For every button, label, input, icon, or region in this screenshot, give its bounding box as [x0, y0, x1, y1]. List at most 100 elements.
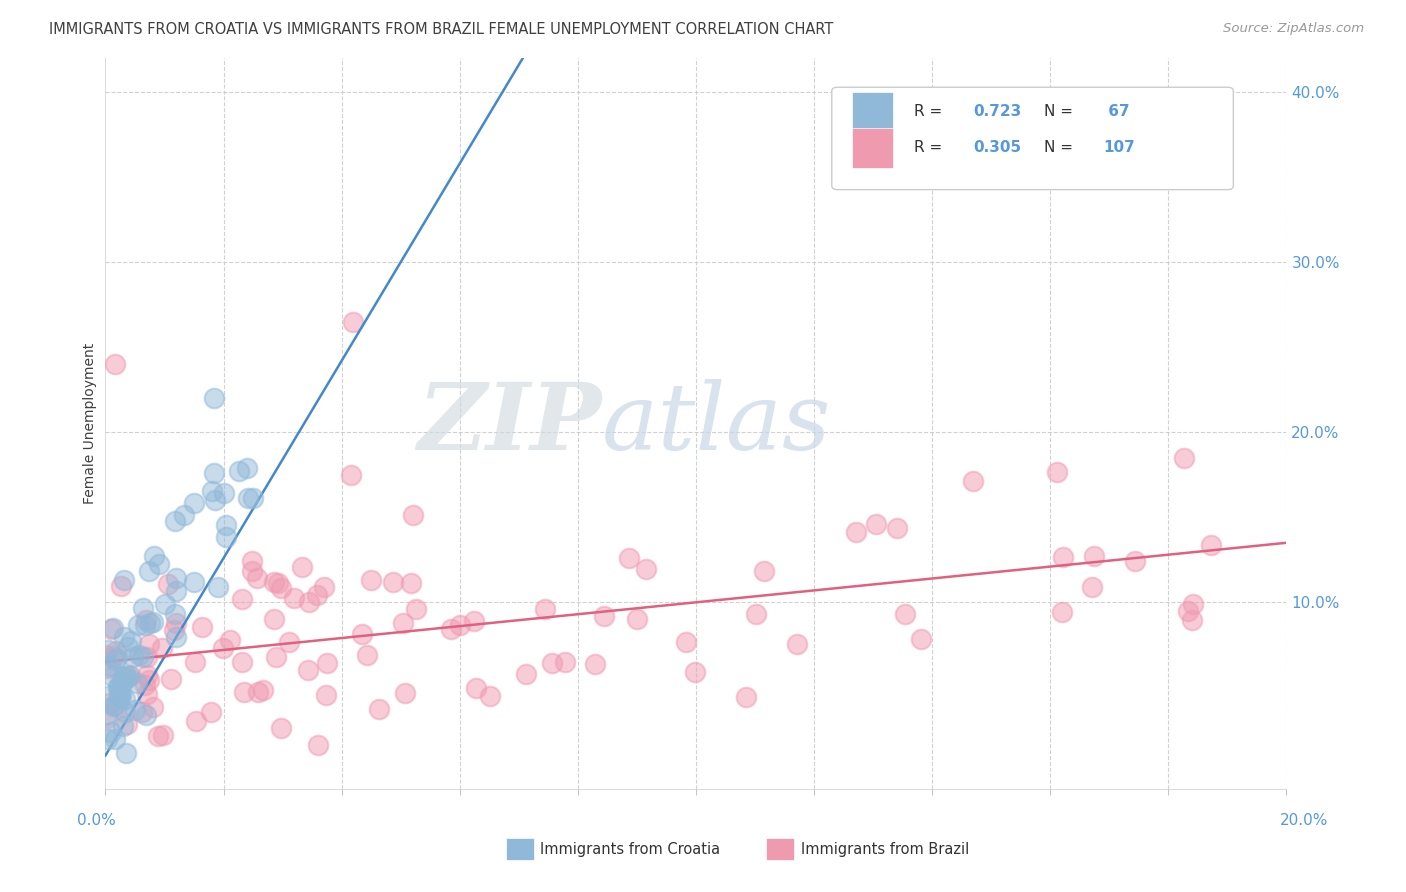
Point: [844, 524, 866, 539]
Point: [316, 656, 339, 670]
Point: [233, 685, 256, 699]
Point: [402, 508, 425, 523]
Point: [117, 716, 139, 731]
Point: [118, 668, 141, 682]
Point: [138, 564, 160, 578]
Point: [626, 612, 648, 626]
Point: [112, 719, 135, 733]
Point: [270, 581, 292, 595]
Point: [165, 607, 187, 621]
Point: [592, 608, 614, 623]
Point: [267, 576, 290, 591]
Point: [118, 669, 141, 683]
Point: [184, 714, 207, 728]
Text: Source: ZipAtlas.com: Source: ZipAtlas.com: [1223, 22, 1364, 36]
Point: [440, 623, 463, 637]
Point: [98, 659, 121, 673]
Point: [124, 703, 146, 717]
Point: [132, 601, 155, 615]
Point: [136, 668, 159, 682]
Point: [201, 484, 224, 499]
Point: [104, 653, 127, 667]
Point: [96, 708, 118, 723]
Point: [252, 682, 274, 697]
Point: [152, 728, 174, 742]
Point: [1081, 581, 1104, 595]
Point: [1181, 597, 1204, 611]
Text: 107: 107: [1104, 140, 1135, 155]
Point: [98, 696, 121, 710]
Point: [108, 678, 131, 692]
Point: [263, 612, 285, 626]
FancyBboxPatch shape: [852, 128, 893, 169]
Point: [108, 684, 131, 698]
Text: R =: R =: [914, 140, 948, 155]
FancyBboxPatch shape: [832, 87, 1233, 190]
Point: [101, 669, 124, 683]
Point: [910, 632, 932, 646]
Text: 0.305: 0.305: [973, 140, 1022, 155]
Point: [183, 575, 205, 590]
Point: [231, 655, 253, 669]
Point: [247, 685, 270, 699]
Point: [238, 491, 260, 505]
Point: [105, 651, 128, 665]
Point: [734, 690, 756, 705]
Point: [515, 666, 537, 681]
Point: [135, 649, 157, 664]
Point: [146, 730, 169, 744]
Point: [104, 357, 127, 371]
Text: Immigrants from Brazil: Immigrants from Brazil: [801, 842, 970, 856]
Point: [104, 698, 127, 713]
Point: [464, 681, 486, 695]
Point: [228, 465, 250, 479]
Point: [94, 648, 117, 663]
Point: [675, 634, 697, 648]
Point: [110, 579, 132, 593]
Point: [120, 634, 142, 648]
Text: atlas: atlas: [602, 379, 831, 468]
Point: [160, 672, 183, 686]
Point: [263, 574, 285, 589]
Text: Immigrants from Croatia: Immigrants from Croatia: [540, 842, 720, 856]
Point: [96, 711, 118, 725]
Point: [367, 702, 389, 716]
Point: [1173, 450, 1195, 465]
Point: [100, 622, 122, 636]
Point: [215, 530, 238, 544]
Text: 0.0%: 0.0%: [77, 814, 117, 828]
Point: [114, 705, 136, 719]
Point: [212, 486, 235, 500]
Point: [142, 700, 165, 714]
Point: [534, 602, 557, 616]
Point: [150, 641, 173, 656]
Point: [1201, 538, 1223, 552]
Point: [104, 732, 127, 747]
Point: [463, 614, 485, 628]
Point: [202, 391, 225, 405]
Point: [101, 621, 124, 635]
Point: [117, 640, 139, 654]
Text: ZIP: ZIP: [418, 379, 602, 468]
Point: [312, 580, 335, 594]
Point: [745, 607, 768, 621]
Text: IMMIGRANTS FROM CROATIA VS IMMIGRANTS FROM BRAZIL FEMALE UNEMPLOYMENT CORRELATIO: IMMIGRANTS FROM CROATIA VS IMMIGRANTS FR…: [49, 22, 834, 37]
Point: [865, 516, 887, 531]
Point: [1050, 605, 1073, 619]
Point: [399, 576, 422, 591]
Point: [105, 698, 128, 713]
Point: [356, 648, 378, 662]
Point: [352, 626, 374, 640]
Point: [246, 570, 269, 584]
Point: [128, 648, 150, 663]
Point: [297, 663, 319, 677]
Point: [886, 521, 908, 535]
Point: [191, 620, 214, 634]
Point: [1177, 604, 1199, 618]
Point: [290, 559, 312, 574]
Text: R =: R =: [914, 103, 948, 119]
Point: [392, 615, 415, 630]
Point: [173, 508, 195, 523]
Point: [142, 615, 165, 629]
Point: [139, 615, 162, 630]
